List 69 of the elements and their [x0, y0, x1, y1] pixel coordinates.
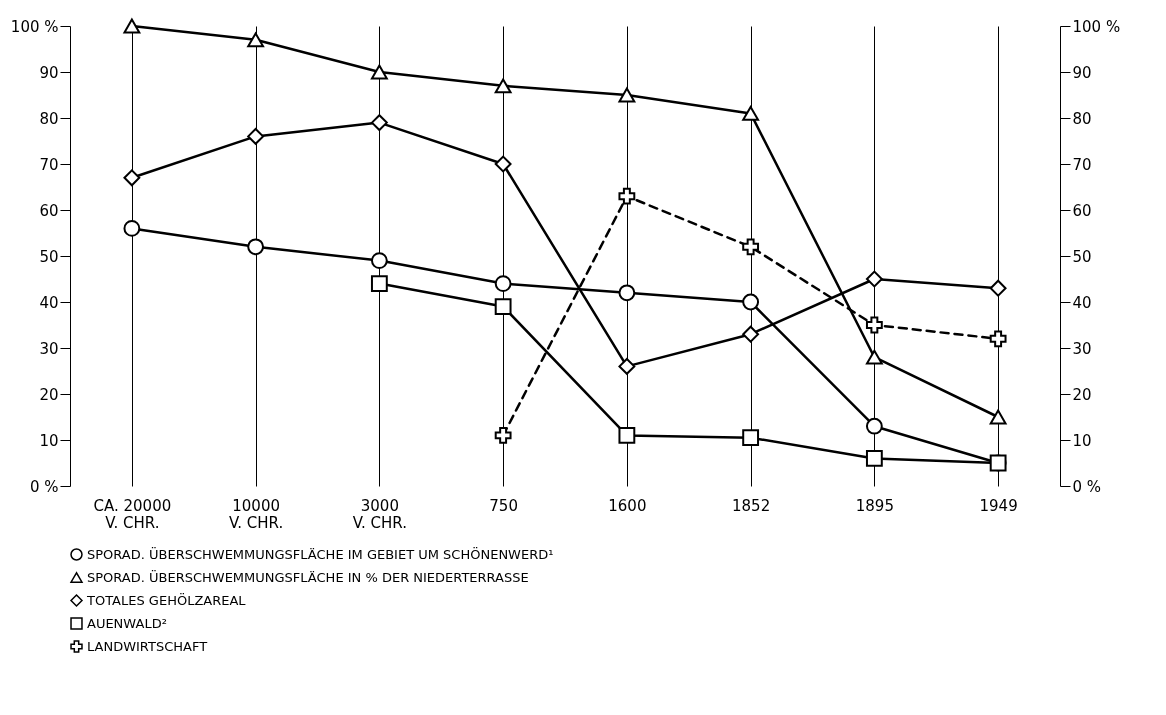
- point: [247, 127, 265, 145]
- point: [989, 454, 1007, 472]
- legend-label: AUENWALD²: [87, 615, 167, 631]
- point: [494, 298, 512, 316]
- x-tick-label: 750: [489, 496, 518, 515]
- y-tick-label: 30: [39, 339, 59, 358]
- point: [989, 279, 1007, 297]
- x-tick-label: 1600: [608, 496, 647, 515]
- point: [618, 284, 636, 302]
- point: [989, 409, 1007, 425]
- point: [123, 169, 141, 187]
- point: [247, 32, 265, 48]
- y2-tick-label: 40: [1072, 293, 1092, 312]
- point: [742, 293, 760, 311]
- point: [247, 238, 265, 256]
- y2-tick-label: 100 %: [1072, 17, 1121, 36]
- point: [742, 238, 760, 256]
- point: [742, 105, 760, 121]
- x-tick-label: 10000 V. CHR.: [228, 496, 284, 532]
- y2-tick-label: 70: [1072, 155, 1092, 174]
- x-tick-label: CA. 20000 V. CHR.: [93, 496, 172, 532]
- y-tick-label: 100 %: [10, 17, 59, 36]
- y2-tick-label: 20: [1072, 385, 1092, 404]
- point: [865, 349, 883, 365]
- y-tick-label: 60: [39, 201, 59, 220]
- legend-label: SPORAD. ÜBERSCHWEMMUNGSFLÄCHE IM GEBIET UM SCHÖNENWERD¹: [87, 545, 554, 562]
- y-tick-label: 90: [39, 63, 59, 82]
- point: [742, 429, 760, 447]
- y-tick-label: 80: [39, 109, 59, 128]
- legend-label: SPORAD. ÜBERSCHWEMMUNGSFLÄCHE IN % DER NIEDERTERRASSE: [87, 568, 529, 585]
- y2-tick-label: 30: [1072, 339, 1092, 358]
- y2-tick-label: 60: [1072, 201, 1092, 220]
- legend-label: TOTALES GEHÖLZAREAL: [86, 591, 247, 608]
- point: [865, 270, 883, 288]
- point: [742, 325, 760, 343]
- point: [370, 252, 388, 269]
- y-tick-label: 40: [39, 293, 59, 312]
- y2-tick-label: 80: [1072, 109, 1092, 128]
- point: [494, 155, 512, 173]
- y2-tick-label: 50: [1072, 247, 1092, 266]
- legend-label: LANDWIRTSCHAFT: [87, 638, 208, 654]
- x-tick-label: 1949: [979, 496, 1018, 515]
- x-tick-label: 3000 V. CHR.: [352, 496, 408, 532]
- x-tick-label: 1895: [855, 496, 894, 515]
- point: [618, 426, 636, 444]
- y-tick-label: 20: [39, 385, 59, 404]
- point: [989, 330, 1007, 348]
- point: [865, 417, 883, 435]
- point: [494, 78, 512, 94]
- point: [123, 220, 141, 237]
- point: [618, 87, 636, 103]
- y-tick-label: 50: [39, 247, 59, 266]
- point: [865, 449, 883, 467]
- y-tick-label: 70: [39, 155, 59, 174]
- y2-tick-label: 0 %: [1072, 477, 1102, 496]
- point: [865, 316, 883, 334]
- point: [494, 275, 512, 292]
- y-tick-label: 10: [39, 431, 59, 450]
- point: [618, 357, 636, 375]
- y2-tick-label: 90: [1072, 63, 1092, 82]
- point: [370, 275, 388, 293]
- point: [618, 187, 636, 205]
- y-tick-label: 0 %: [29, 477, 59, 496]
- y2-tick-label: 10: [1072, 431, 1092, 450]
- point: [370, 64, 388, 80]
- x-tick-label: 1852: [732, 496, 771, 515]
- point: [494, 426, 512, 444]
- point: [370, 114, 388, 132]
- point: [123, 18, 141, 34]
